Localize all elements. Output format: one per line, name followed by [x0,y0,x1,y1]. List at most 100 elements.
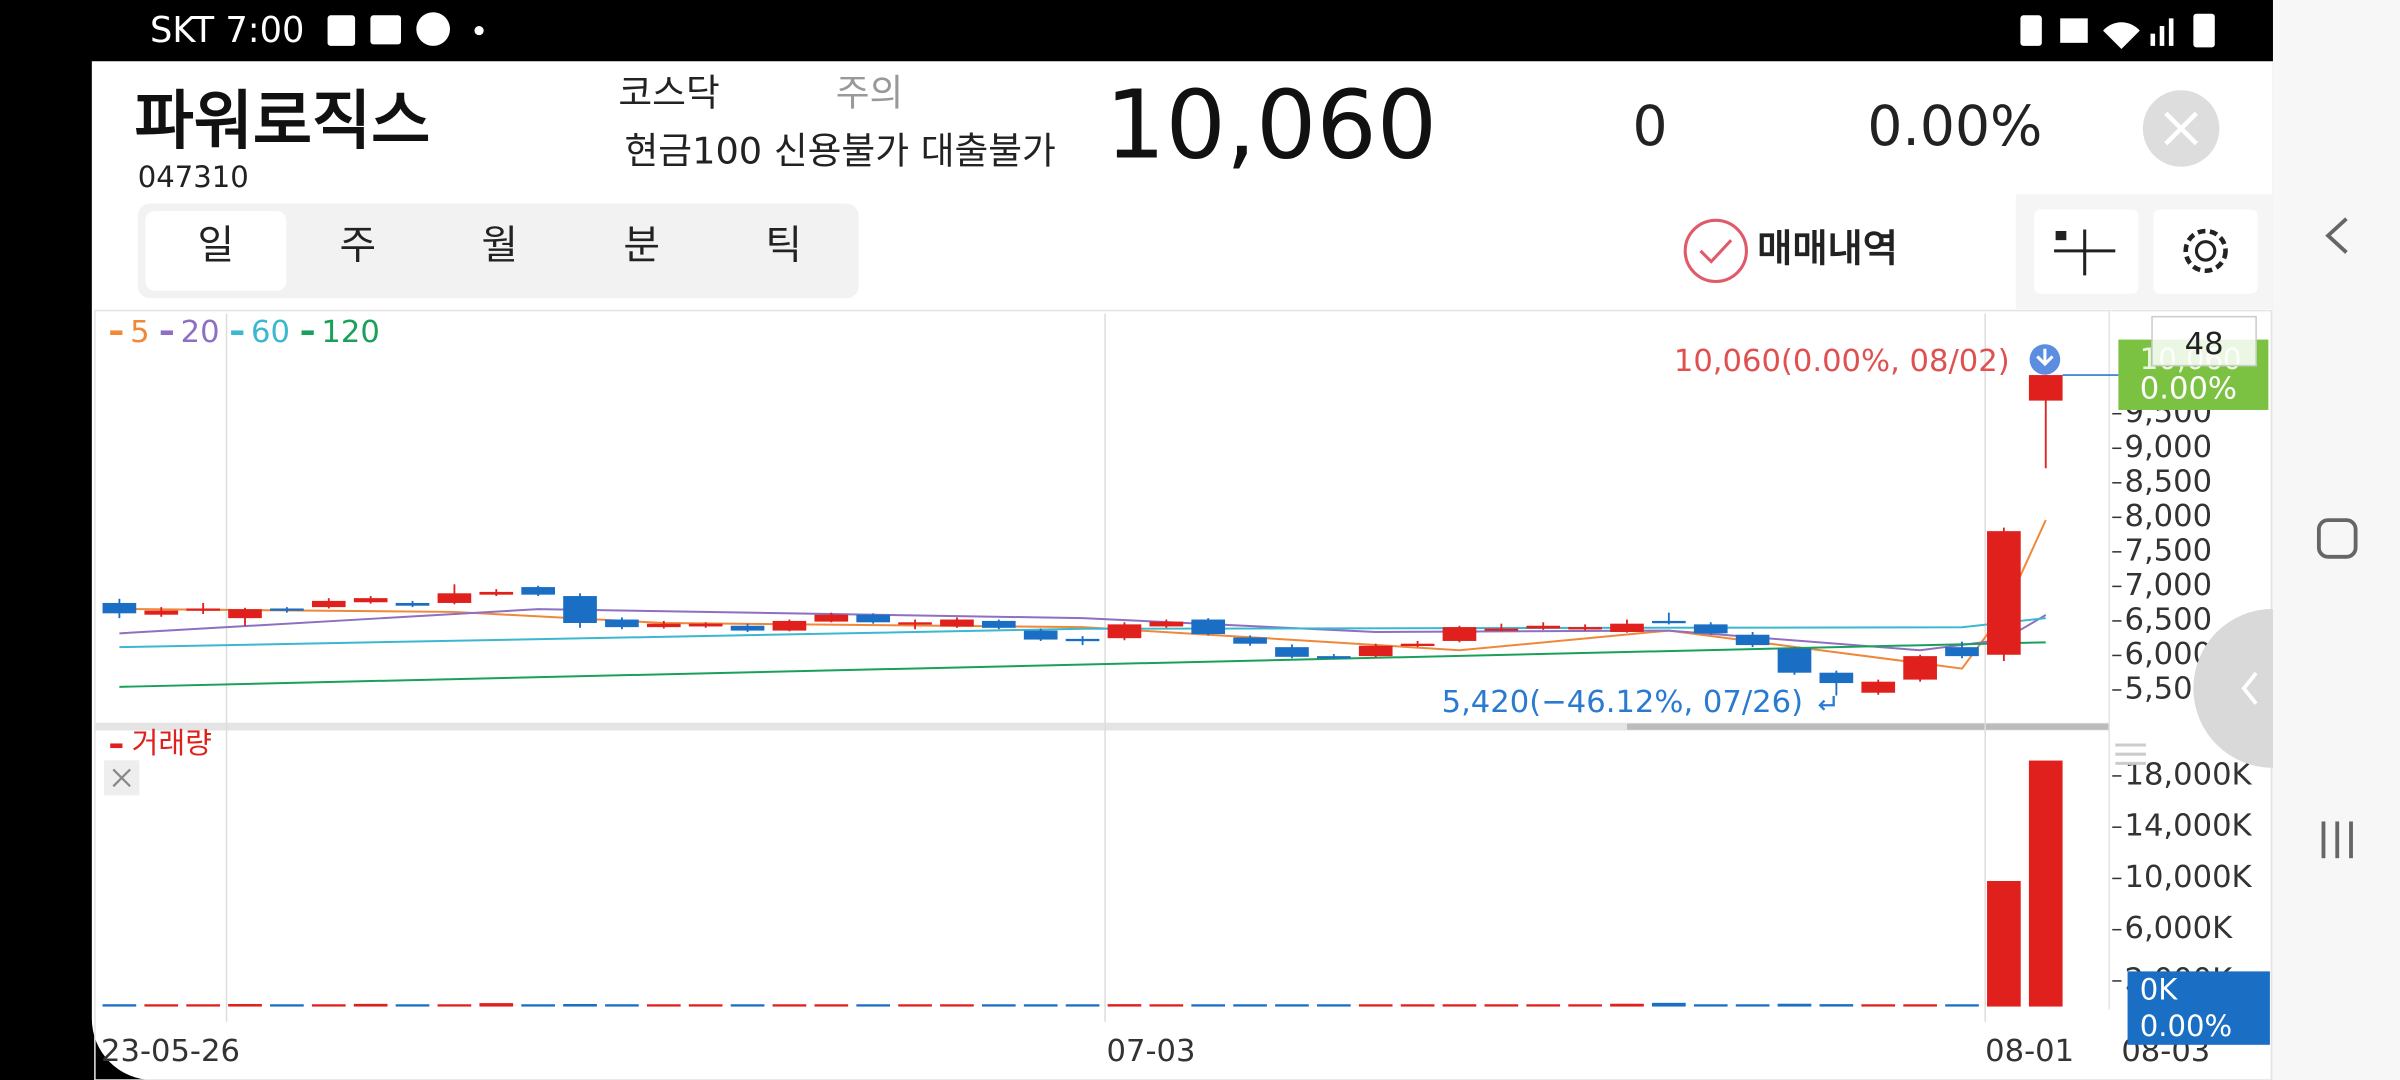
legend-swatch [160,330,173,336]
candle-body [856,614,891,623]
candle-body [1442,627,1477,641]
low-label: 5,420(−46.12%, 07/26) [1442,685,1803,720]
candle-body [1233,637,1267,644]
volume-bar [856,1004,891,1007]
volume-bar [1987,880,2021,1007]
volume-bar [1484,1004,1519,1007]
volume-tag-pct: 0.00% [2140,1009,2232,1043]
candle-body [1693,624,1728,634]
candle-body [772,620,807,631]
candle-body [1484,628,1519,631]
x-tick-label: 07-03 [1107,1034,1196,1069]
status-icons [327,12,2215,49]
volume-bar [1400,1004,1435,1007]
candle-body [1652,620,1686,624]
legend-label: 120 [321,315,379,350]
candle-body [940,619,974,627]
status-time: SKT 7:00 [150,10,304,51]
volume-tag-value: 0K [2140,972,2179,1006]
candle-body [521,587,555,595]
nav-back[interactable] [2325,217,2348,254]
candle-body [1317,656,1351,659]
market: 코스닥 [618,71,719,114]
candle-body [186,608,220,611]
candle-body [311,600,346,608]
y-tick-label: 6,500 [2124,602,2212,637]
period-tab[interactable]: 주 [339,222,376,268]
candle-body [228,609,262,619]
trade-history[interactable]: 매매내역 [1757,226,1898,271]
volume-bar [1191,1004,1226,1007]
volume-bar [772,1004,807,1007]
download-arrow [2036,348,2054,367]
change-pct: 0.00% [1867,94,2042,158]
volume-bar [437,1004,472,1007]
volume-bar [1023,1004,1058,1007]
candle-body [1526,625,1561,629]
low-arrow [1818,696,1835,711]
candle-body [563,596,597,623]
candle-body [1275,647,1309,657]
close-button[interactable] [2142,90,2220,167]
candle-body [1861,681,1896,693]
candle-body [395,602,430,606]
volume-bar [1233,1004,1267,1007]
volume-bar [2028,760,2063,1007]
candle-body [646,623,681,628]
candle-body [1735,634,1770,646]
volume-bar [228,1003,262,1007]
nav-bar [2272,0,2400,1080]
volume-legend: 거래량 [132,726,212,760]
volume-legend-swatch [110,743,123,749]
stock-name: 파워로직스 [135,84,431,159]
trade-history-toggle[interactable] [1683,218,1748,284]
candle-body [1610,623,1644,632]
side-handle[interactable] [2193,608,2273,768]
settings-button[interactable] [2153,209,2258,294]
volume-bar [144,1004,179,1007]
x-tick-label: 08-01 [1985,1034,2074,1069]
crosshair-button[interactable] [2034,209,2139,294]
price-tag-pct: 0.00% [2140,372,2237,407]
candle-body [1777,648,1812,673]
volume-bar [1652,1002,1686,1007]
volume-tick-label: 14,000K [2124,809,2252,844]
legend-swatch [110,330,123,336]
volume-bar [1149,1004,1184,1007]
y-tick-label: 8,000 [2124,499,2212,534]
volume-bar [1945,1004,1979,1007]
volume-bar [1735,1004,1770,1007]
nav-home[interactable] [2316,518,2358,559]
candle-body [814,614,849,622]
count: 48 [2185,327,2224,362]
price: 10,060 [1105,70,1437,180]
tab-bar [137,203,859,299]
legend-label: 20 [181,315,220,350]
period-tab[interactable]: 월 [481,222,518,268]
count-box[interactable] [2151,315,2257,367]
volume-bar [940,1004,974,1007]
legend-swatch [301,330,314,336]
candle-body [144,610,179,615]
volume-bar [311,1004,346,1007]
candle-body [1400,643,1435,646]
tags: 현금100 신용불가 대출불가 [624,129,1055,172]
volume-bar [1107,1004,1142,1007]
period-tab[interactable]: 틱 [765,222,802,268]
candle-body [479,591,514,595]
volume-bar [1317,1004,1351,1007]
candle-body [1987,531,2021,655]
volume-tick-label: 6,000K [2124,911,2233,946]
volume-close-icon [112,768,131,788]
tab-selected [145,211,287,291]
period-tab[interactable]: 일 [198,222,235,268]
candle-body [353,598,388,603]
volume-bar [270,1004,304,1007]
volume-bar [1065,1004,1100,1007]
nav-recent[interactable] [2321,821,2353,859]
volume-bar [981,1004,1016,1007]
period-tab[interactable]: 분 [623,222,660,268]
candle-body [898,622,932,625]
